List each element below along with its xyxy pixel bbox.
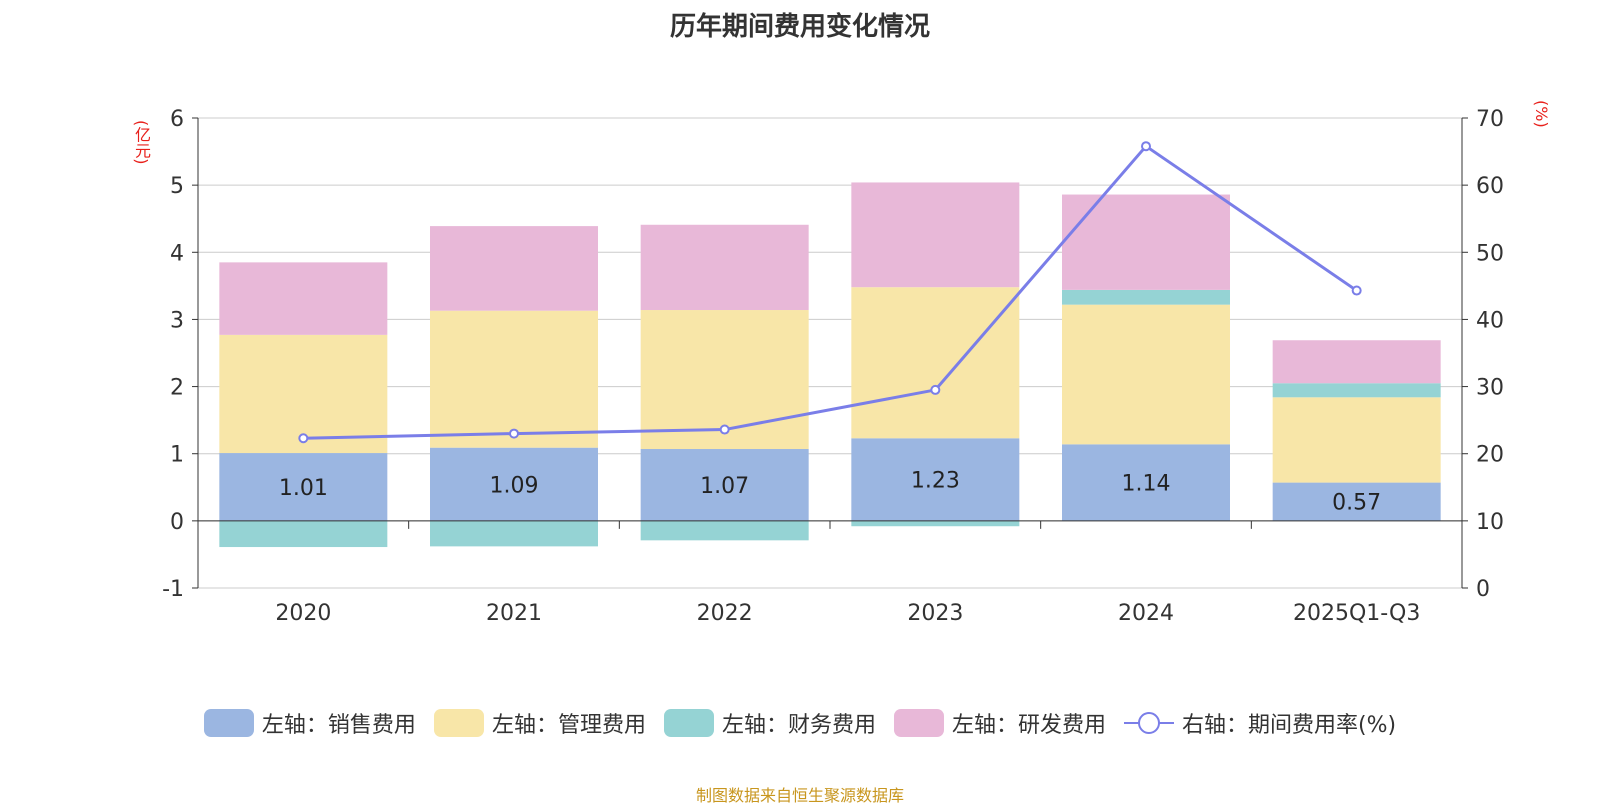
legend-item-rd[interactable]: 左轴：研发费用: [893, 707, 1106, 739]
chart-title: 历年期间费用变化情况: [669, 12, 930, 42]
bar-s2-2025Q1-Q3: [1272, 383, 1441, 398]
left-tick-label-2: 1: [170, 443, 184, 468]
bar-label-2021: 1.09: [490, 473, 539, 498]
right-axis-unit: (%): [1532, 100, 1551, 128]
category-label-2: 2022: [697, 601, 753, 626]
right-tick-label-6: 60: [1476, 174, 1504, 199]
right-tick-label-5: 50: [1476, 241, 1504, 266]
source-footer: 制图数据来自恒生聚源数据库: [695, 786, 904, 805]
bar-s2-2024: [1062, 289, 1230, 305]
legend-label-sales: 左轴：销售费用: [261, 713, 416, 738]
legend-label-finance: 左轴：财务费用: [721, 713, 876, 738]
bar-s0-2025Q1-Q3: [1272, 482, 1441, 521]
bar-s0-2021: [430, 447, 598, 521]
right-tick-label-7: 70: [1476, 107, 1504, 132]
left-tick-label-0: -1: [162, 577, 184, 602]
bar-s3-2022: [640, 224, 809, 311]
bar-s2-2021: [430, 520, 598, 547]
legend-label-admin: 左轴：管理费用: [491, 713, 646, 738]
legend-swatch-rate: [1123, 709, 1174, 737]
left-tick-label-3: 2: [170, 376, 184, 401]
right-tick-label-3: 30: [1476, 376, 1504, 401]
legend-line-marker-icon: [1123, 712, 1174, 734]
left-axis-unit: (亿元): [132, 120, 151, 165]
bar-s2-2020: [219, 520, 388, 548]
legend-label-rd: 左轴：研发费用: [951, 713, 1106, 738]
bar-s1-2024: [1062, 304, 1230, 445]
left-tick-label-7: 6: [170, 107, 184, 132]
bar-label-2022: 1.07: [700, 474, 749, 499]
legend-swatch-sales: [203, 709, 254, 737]
bar-s0-2022: [640, 449, 809, 521]
rate-point-2025Q1-Q3: [1351, 285, 1362, 296]
left-tick-label-6: 5: [170, 174, 184, 199]
rate-point-2022: [719, 424, 730, 435]
category-label-4: 2024: [1118, 601, 1174, 626]
legend-item-rate[interactable]: 右轴：期间费用率(%): [1123, 707, 1397, 739]
bar-s2-2022: [640, 520, 809, 541]
bar-s1-2021: [430, 310, 598, 448]
rate-point-2021: [509, 428, 519, 439]
bar-label-2020: 1.01: [279, 476, 328, 501]
legend-item-finance[interactable]: 左轴：财务费用: [663, 707, 876, 739]
legend-item-sales[interactable]: 左轴：销售费用: [203, 707, 416, 739]
bar-label-2024: 1.14: [1122, 472, 1171, 497]
bar-s3-2020: [219, 262, 388, 335]
bar-s0-2023: [851, 438, 1020, 521]
rate-line: [303, 144, 1358, 440]
bar-label-2023: 1.23: [911, 469, 960, 494]
rate-point-2024: [1141, 141, 1151, 152]
legend: 左轴：销售费用 左轴：管理费用 左轴：财务费用 左轴：研发费用 右轴：期间费用率…: [0, 707, 1600, 739]
right-tick-label-1: 10: [1476, 510, 1504, 535]
category-label-1: 2021: [486, 601, 542, 626]
bar-s1-2025Q1-Q3: [1272, 397, 1441, 483]
bar-s3-2023: [851, 182, 1020, 288]
bar-label-2025Q1-Q3: 0.57: [1332, 491, 1381, 516]
legend-swatch-admin: [433, 709, 484, 737]
category-label-0: 2020: [275, 601, 331, 626]
left-tick-label-5: 4: [170, 241, 184, 266]
legend-swatch-rd: [893, 709, 944, 737]
bar-s2-2023: [851, 520, 1020, 527]
bar-s0-2020: [219, 453, 388, 521]
bar-s3-2025Q1-Q3: [1272, 340, 1441, 384]
right-tick-label-0: 0: [1476, 577, 1490, 602]
legend-label-rate: 右轴：期间费用率(%): [1181, 713, 1397, 738]
left-tick-label-4: 3: [170, 308, 184, 333]
right-tick-label-2: 20: [1476, 443, 1504, 468]
legend-swatch-finance: [663, 709, 714, 737]
right-tick-label-4: 40: [1476, 308, 1504, 333]
bar-s1-2023: [851, 287, 1020, 439]
bar-s0-2024: [1062, 444, 1230, 521]
bar-s3-2024: [1062, 194, 1230, 290]
rate-point-2020: [298, 433, 309, 444]
left-tick-label-1: 0: [170, 510, 184, 535]
category-label-5: 2025Q1-Q3: [1293, 601, 1420, 626]
rate-point-2023: [930, 384, 941, 395]
legend-item-admin[interactable]: 左轴：管理费用: [433, 707, 646, 739]
category-label-3: 2023: [907, 601, 963, 626]
bar-s3-2021: [430, 226, 598, 311]
